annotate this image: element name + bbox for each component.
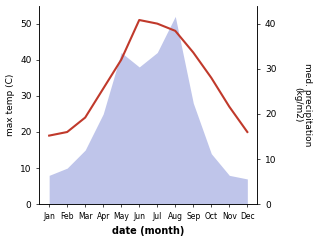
Y-axis label: med. precipitation
(kg/m2): med. precipitation (kg/m2) (293, 63, 313, 147)
X-axis label: date (month): date (month) (112, 227, 184, 236)
Y-axis label: max temp (C): max temp (C) (5, 74, 15, 136)
